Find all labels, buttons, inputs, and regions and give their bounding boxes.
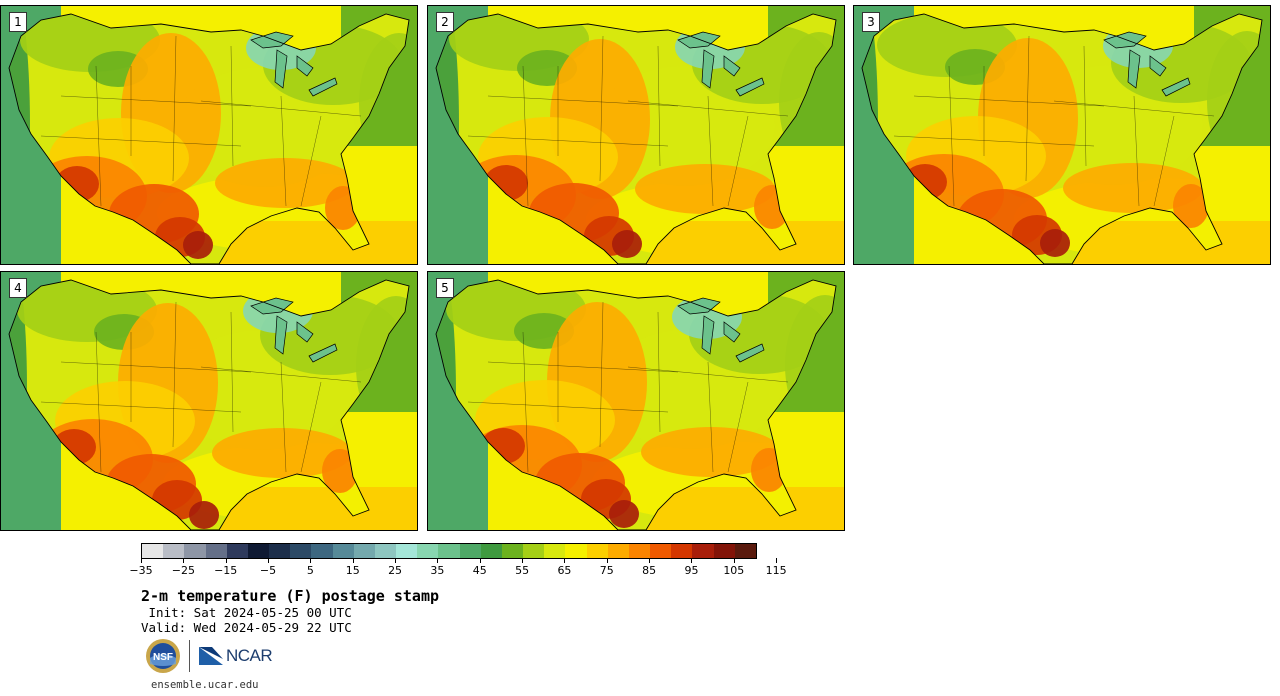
colorbar-tick (649, 558, 651, 563)
colorbar-swatch (713, 544, 735, 558)
ncar-logo-icon (199, 647, 223, 665)
colorbar-swatch (565, 544, 587, 558)
colorbar-swatch (374, 544, 397, 558)
colorbar-tick-label: −35 (129, 564, 153, 577)
map-panel-5: 5 (427, 271, 845, 531)
map-panel-1: 1 (0, 5, 418, 265)
colorbar-swatch (586, 544, 608, 558)
colorbar-swatch (501, 544, 524, 558)
colorbar-swatch (480, 544, 502, 558)
colorbar-swatch (163, 544, 185, 558)
colorbar-swatch (734, 544, 756, 558)
panel-number: 1 (9, 12, 27, 32)
temperature-map (1, 272, 417, 530)
colorbar-tick-label: 5 (306, 564, 314, 577)
colorbar-tick (479, 558, 481, 563)
map-panel-3: 3 (853, 5, 1271, 265)
colorbar-tick (395, 558, 397, 563)
colorbar-tick-label: −5 (259, 564, 277, 577)
colorbar-ticks: −35 −25 −15 −5 5 15 25 35 45 55 65 75 85 95 105 115 (129, 558, 787, 580)
colorbar-swatch (650, 544, 672, 558)
colorbar-swatch (607, 544, 629, 558)
colorbar-tick (352, 558, 354, 563)
colorbar-tick-label: 25 (388, 564, 403, 577)
logo-divider (189, 640, 190, 672)
colorbar-swatch (290, 544, 312, 558)
ncar-logo-text: NCAR (226, 646, 273, 665)
colorbar-tick-label: 75 (599, 564, 614, 577)
colorbar-swatch (226, 544, 248, 558)
colorbar-swatch (438, 544, 460, 558)
colorbar-tick-label: 15 (345, 564, 360, 577)
colorbar-tick (733, 558, 735, 563)
colorbar-tick (437, 558, 439, 563)
colorbar-swatch (353, 544, 375, 558)
colorbar-swatch (544, 544, 566, 558)
colorbar-swatch (396, 544, 418, 558)
nsf-logo-text: NSF (153, 652, 173, 663)
colorbar-swatch (671, 544, 693, 558)
colorbar-swatch (332, 544, 354, 558)
colorbar-tick (141, 558, 142, 563)
colorbar-tick-label: 105 (723, 564, 745, 577)
colorbar-tick-label: 35 (430, 564, 445, 577)
colorbar-tick-label: −15 (214, 564, 238, 577)
colorbar-swatch (459, 544, 481, 558)
colorbar-tick (606, 558, 608, 563)
valid-time: Valid: Wed 2024-05-29 22 UTC (141, 620, 352, 635)
temperature-map (428, 6, 844, 264)
figure-title: 2-m temperature (F) postage stamp (141, 587, 440, 605)
panel-number: 4 (9, 278, 27, 298)
colorbar-tick (522, 558, 524, 563)
colorbar-tick-label: 95 (684, 564, 699, 577)
colorbar-tick-label: 65 (557, 564, 572, 577)
colorbar-tick (691, 558, 693, 563)
logos: NSF NCAR (145, 638, 273, 674)
temperature-map (854, 6, 1270, 264)
colorbar-tick-label: 115 (765, 564, 787, 577)
colorbar-tick (225, 558, 227, 563)
nsf-logo-icon: NSF (146, 639, 180, 673)
site-url: ensemble.ucar.edu (151, 679, 259, 691)
colorbar-tick (310, 558, 312, 563)
panel-number: 3 (862, 12, 880, 32)
temperature-map (1, 6, 417, 264)
temperature-map (428, 272, 844, 530)
colorbar-tick (268, 558, 270, 563)
colorbar-tick (776, 558, 778, 563)
panel-number: 5 (436, 278, 454, 298)
temperature-colorbar (141, 543, 757, 559)
colorbar-swatch (184, 544, 206, 558)
colorbar-tick (564, 558, 566, 563)
colorbar-swatch (311, 544, 333, 558)
colorbar-tick-label: 45 (472, 564, 487, 577)
colorbar-swatch (269, 544, 291, 558)
colorbar-swatch (523, 544, 545, 558)
colorbar-swatch (628, 544, 651, 558)
init-time: Init: Sat 2024-05-25 00 UTC (141, 605, 352, 620)
colorbar-swatch (417, 544, 439, 558)
map-panel-2: 2 (427, 5, 845, 265)
colorbar-tick-label: 85 (642, 564, 657, 577)
map-panel-4: 4 (0, 271, 418, 531)
colorbar-tick-label: −25 (171, 564, 195, 577)
colorbar-swatch (142, 544, 164, 558)
colorbar-tick (183, 558, 185, 563)
colorbar-swatch (205, 544, 227, 558)
panel-number: 2 (436, 12, 454, 32)
colorbar-tick-label: 55 (515, 564, 530, 577)
colorbar-swatch (692, 544, 714, 558)
colorbar-swatch (247, 544, 270, 558)
